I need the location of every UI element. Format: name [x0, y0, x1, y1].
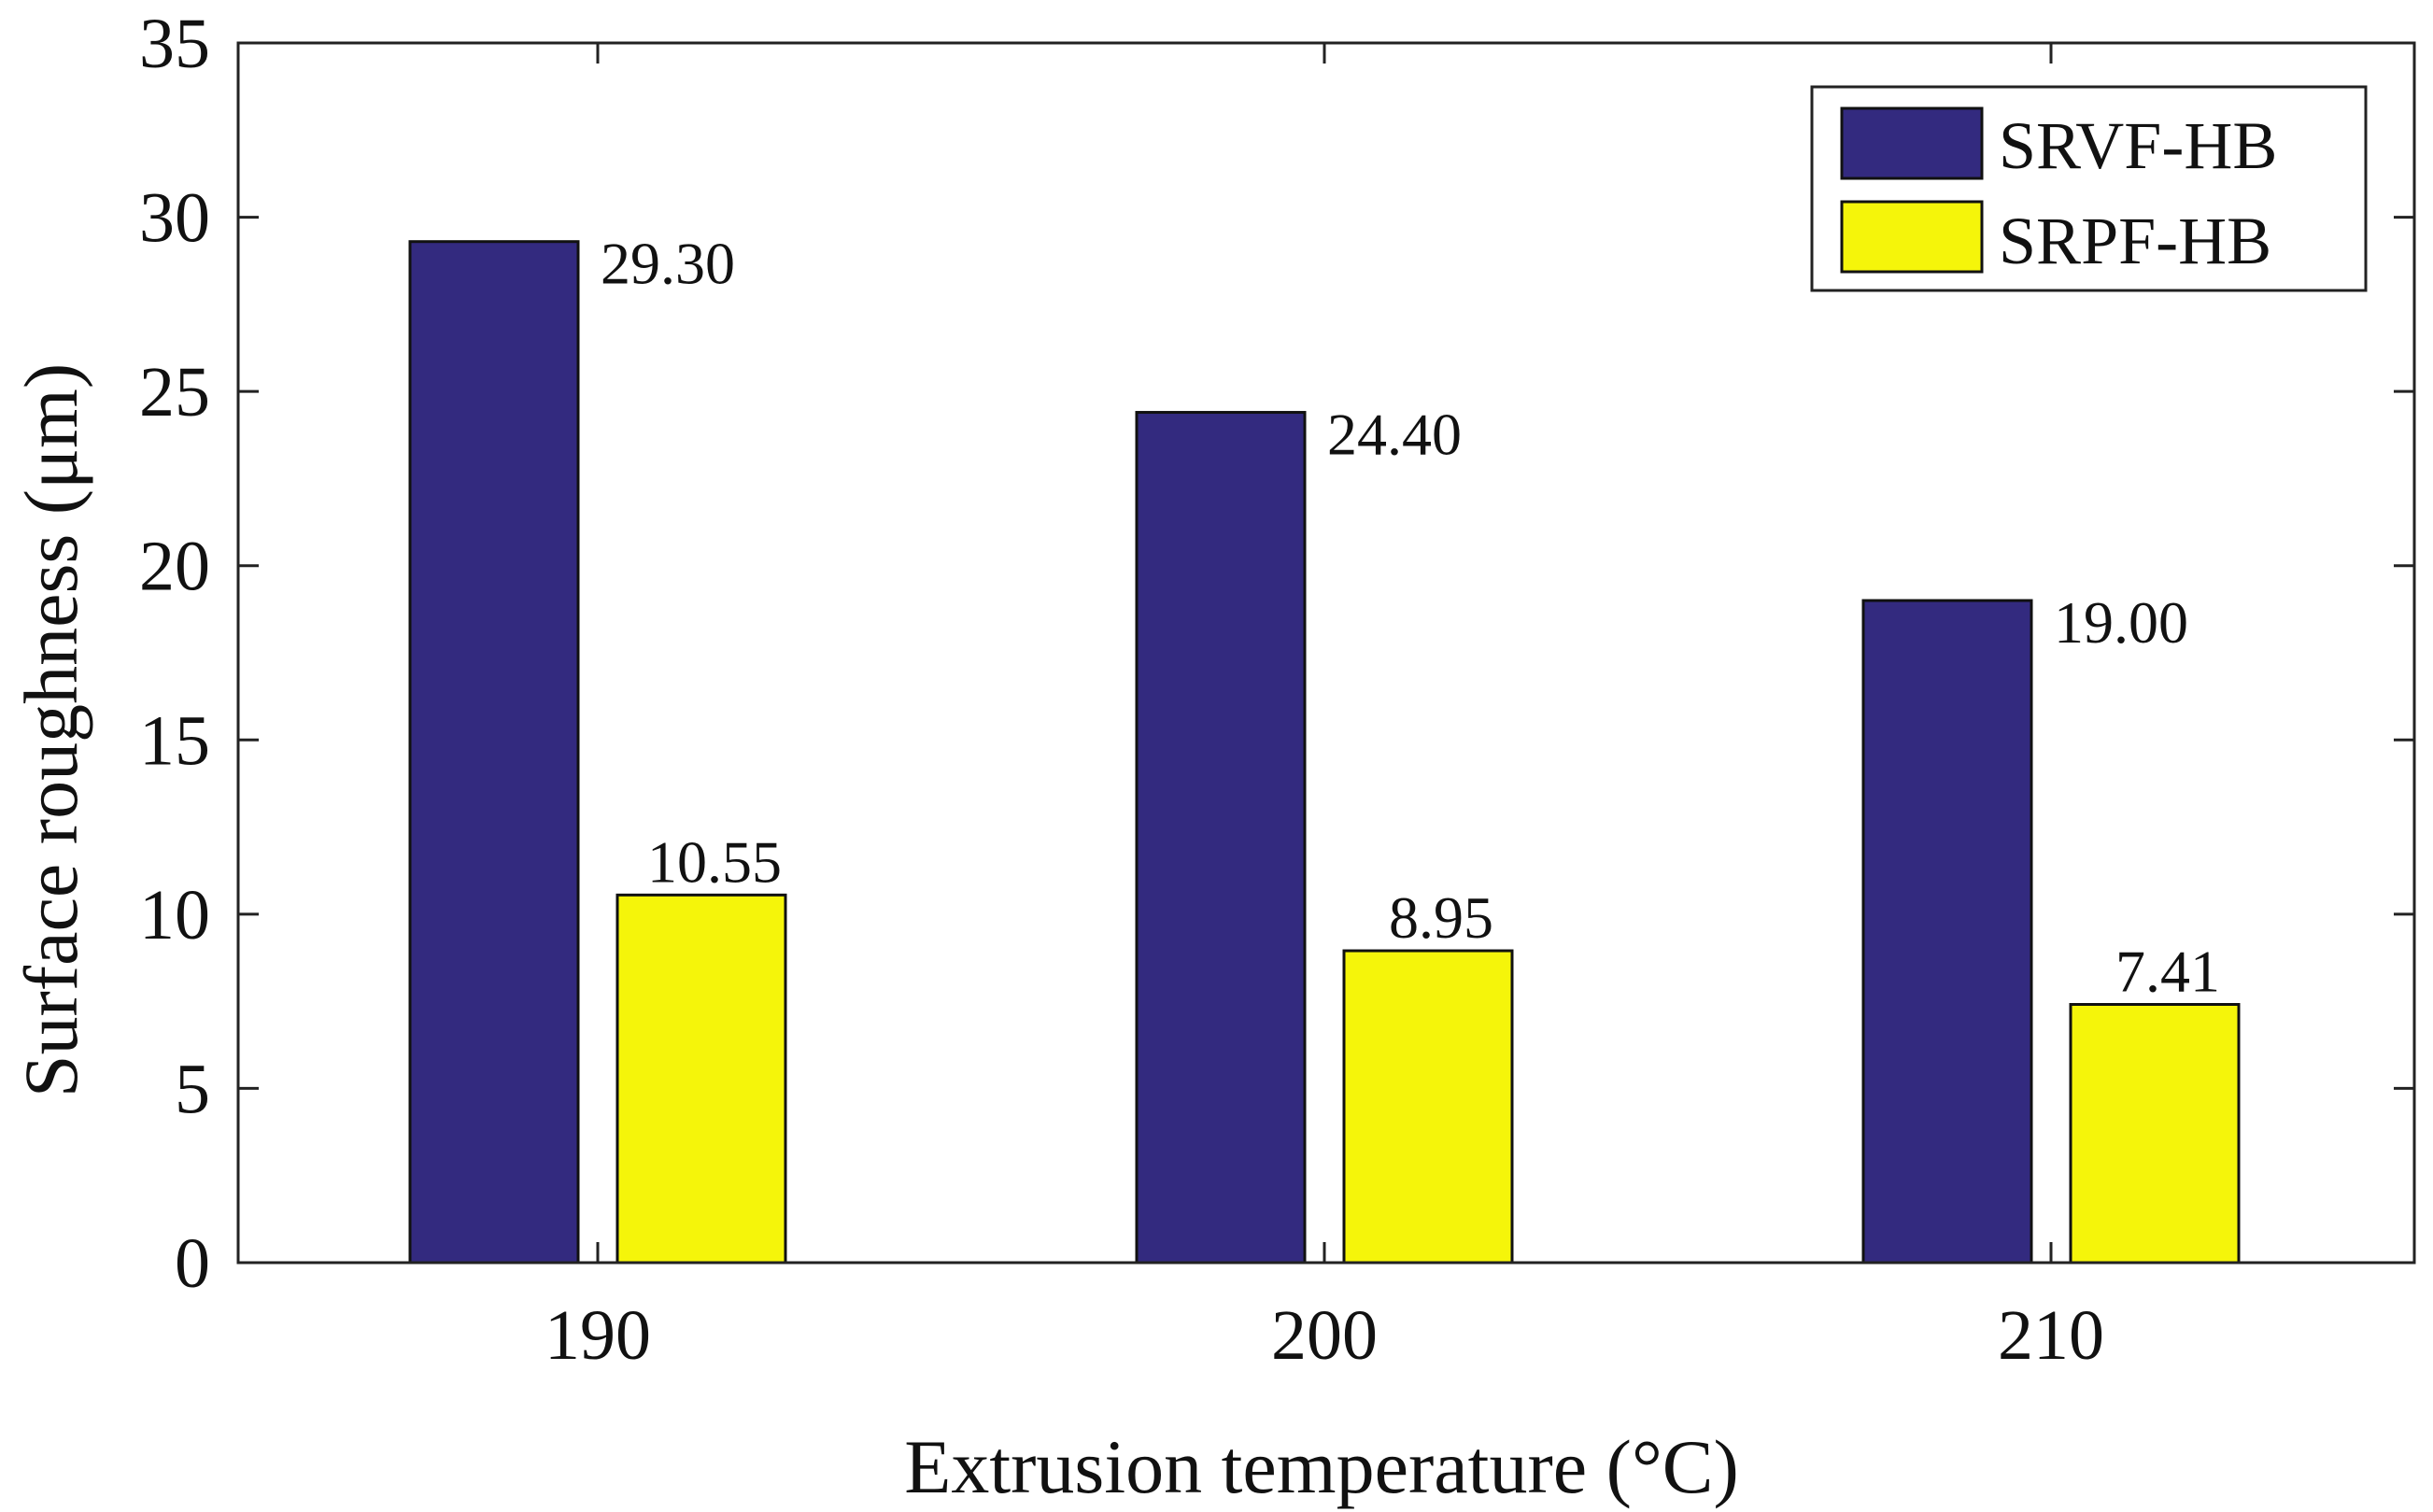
- axes-layer: 0 5 10 15 20 25 30 35 190 200 210: [139, 5, 2416, 1375]
- y-tick-label-20: 20: [139, 528, 210, 606]
- legend-label-srvf-hb: SRVF-HB: [1999, 108, 2277, 183]
- bar-srvf-hb-190: [408, 240, 580, 1265]
- y-tick-label-0: 0: [175, 1224, 210, 1303]
- legend-swatch-srpf-hb: [1840, 200, 1984, 274]
- x-axis-title: Extrusion temperature (°C): [904, 1424, 1739, 1509]
- y-tick-label-15: 15: [139, 701, 210, 780]
- data-label-srpf-hb-210: 7.41: [2115, 939, 2220, 1005]
- x-tick-label-200: 200: [1271, 1296, 1378, 1375]
- bar-srpf-hb-200: [1342, 949, 1514, 1265]
- y-tick-label-35: 35: [139, 5, 210, 83]
- bar-srpf-hb-190: [615, 893, 787, 1265]
- bar-srvf-hb-200: [1135, 411, 1307, 1265]
- plot-area-border: [236, 41, 2416, 1265]
- data-label-srvf-hb-200: 24.40: [1327, 402, 1462, 468]
- y-tick-label-5: 5: [175, 1050, 210, 1128]
- bar-srvf-hb-210: [1861, 599, 2033, 1265]
- legend-label-srpf-hb: SRPF-HB: [1999, 204, 2271, 278]
- y-tick-label-30: 30: [139, 179, 210, 258]
- data-label-srvf-hb-190: 29.30: [601, 231, 735, 297]
- bars-layer: [408, 240, 2241, 1265]
- x-tick-label-190: 190: [545, 1296, 651, 1375]
- data-label-srpf-hb-190: 10.55: [647, 828, 782, 895]
- y-tick-label-10: 10: [139, 876, 210, 954]
- x-tick-label-210: 210: [1998, 1296, 2104, 1375]
- data-label-srpf-hb-200: 8.95: [1389, 884, 1493, 951]
- bar-srpf-hb-210: [2069, 1003, 2241, 1265]
- legend: SRVF-HB SRPF-HB: [1810, 85, 2368, 292]
- y-axis-title: Surface roughness (μm): [8, 363, 93, 1097]
- y-tick-label-25: 25: [139, 353, 210, 431]
- legend-swatch-srvf-hb: [1840, 106, 1984, 180]
- data-label-srvf-hb-210: 19.00: [2054, 589, 2188, 656]
- data-labels-layer: 29.30 24.40 19.00 10.55 8.95 7.41: [601, 231, 2220, 1005]
